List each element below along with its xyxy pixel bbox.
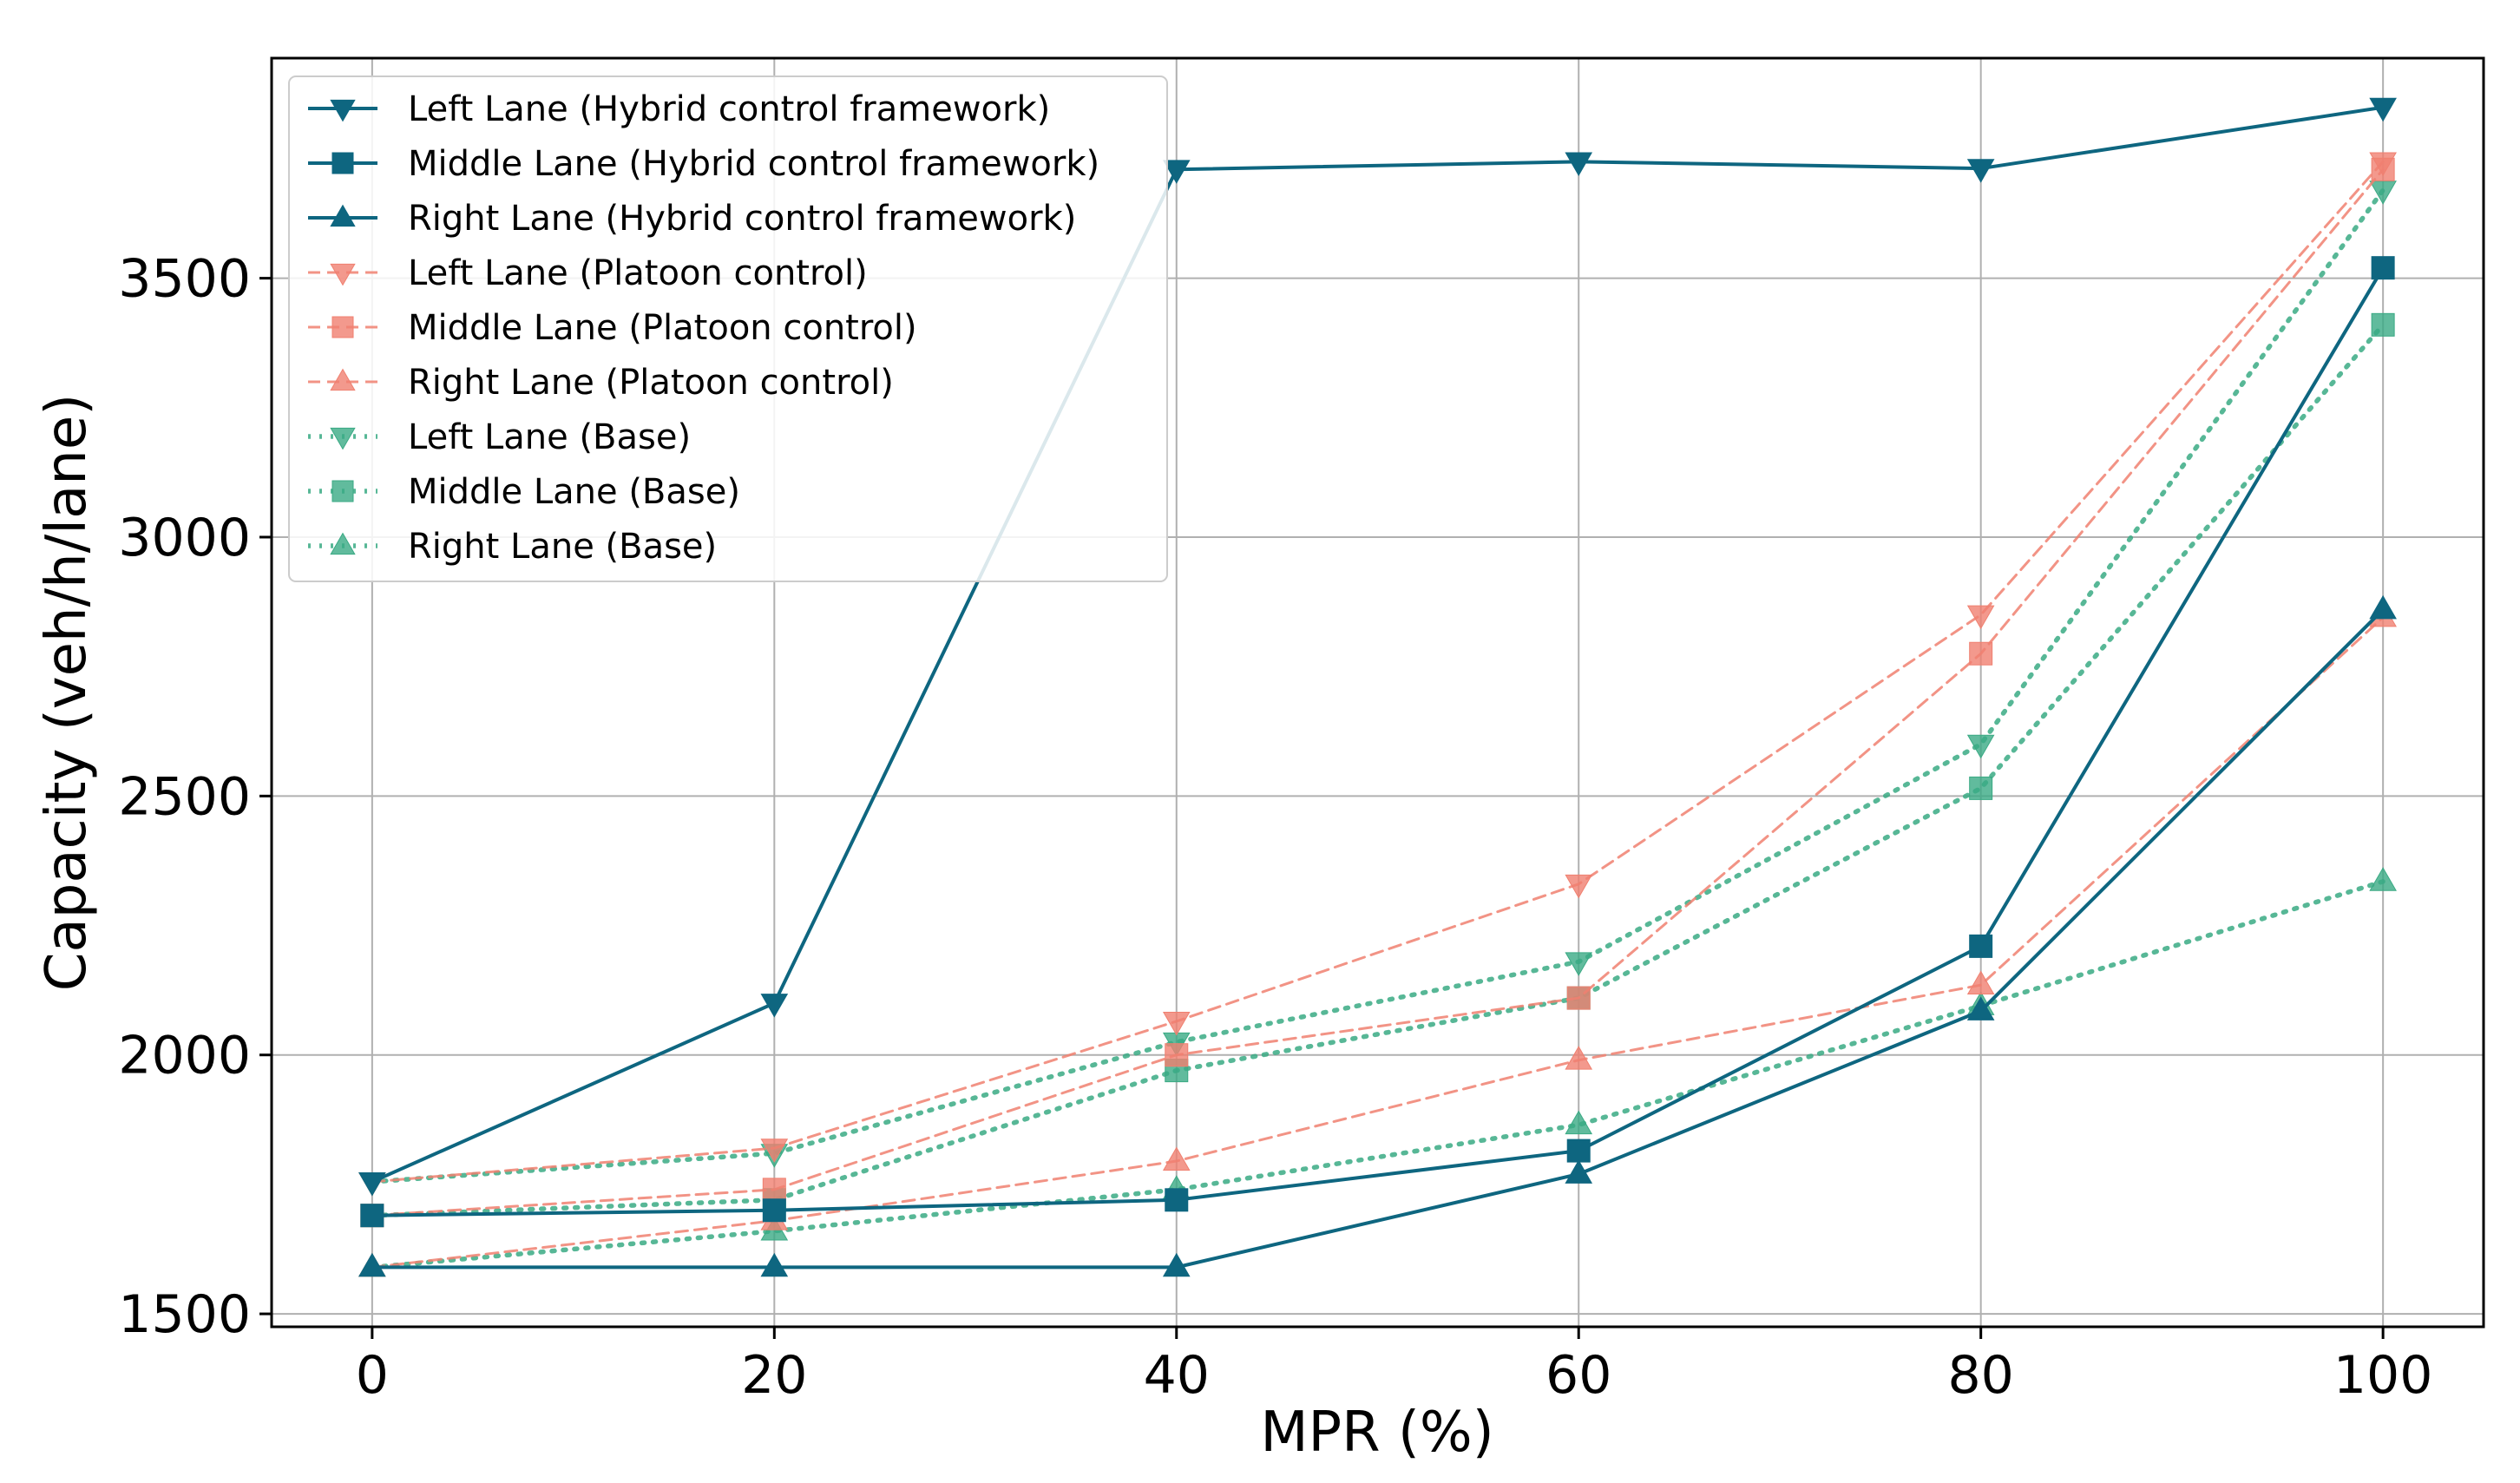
legend-marker <box>331 480 354 502</box>
data-point <box>1565 1110 1593 1135</box>
series-line <box>371 167 2385 1217</box>
data-point <box>358 1172 386 1197</box>
legend-label: Right Lane (Platoon control) <box>408 363 894 403</box>
x-tick-label: 20 <box>741 1345 807 1406</box>
legend-label: Middle Lane (Hybrid control framework) <box>408 144 1099 184</box>
series-0 <box>358 97 2397 1197</box>
data-point <box>1165 1043 1189 1067</box>
data-point <box>1966 734 1995 759</box>
data-point <box>760 1252 789 1277</box>
y-tick-label: 2500 <box>118 766 251 827</box>
y-tick-label: 1500 <box>118 1284 251 1345</box>
y-axis-label: Capacity (veh/h/lane) <box>35 394 99 991</box>
data-point <box>1566 1138 1591 1163</box>
y-tick-label: 3500 <box>118 249 251 310</box>
series-line <box>370 266 2385 1217</box>
data-point <box>2371 157 2395 181</box>
series-2 <box>358 594 2397 1277</box>
data-point <box>1966 970 1995 995</box>
x-tick-label: 100 <box>2333 1345 2433 1406</box>
legend-label: Left Lane (Hybrid control framework) <box>408 89 1050 129</box>
data-point <box>1162 160 1191 184</box>
data-point <box>1565 952 1593 976</box>
data-point <box>760 994 789 1018</box>
series-line <box>370 187 2385 1184</box>
legend-marker <box>330 427 356 450</box>
axis-ticks: 0 20 40 60 80 100 1500 2000 2500 3000 3500 <box>118 249 2432 1406</box>
legend: Left Lane (Hybrid control framework) Midd… <box>288 75 1168 582</box>
x-tick-label: 40 <box>1144 1345 1210 1406</box>
data-point <box>2369 594 2397 620</box>
data-point <box>1966 996 1995 1020</box>
legend-marker <box>330 204 356 227</box>
series-8 <box>358 867 2397 1277</box>
series-line <box>370 105 2385 1184</box>
data-point <box>1969 776 1993 800</box>
legend-marker <box>330 99 356 122</box>
legend-marker <box>331 152 354 174</box>
series-line <box>371 615 2385 1269</box>
data-point <box>358 1252 386 1277</box>
data-point <box>1966 605 1995 630</box>
series-line <box>370 879 2385 1270</box>
data-point <box>2371 256 2395 280</box>
x-tick-label: 60 <box>1545 1345 1611 1406</box>
data-point <box>1162 1146 1191 1171</box>
legend-label: Middle Lane (Platoon control) <box>408 308 917 348</box>
data-point <box>1566 986 1591 1010</box>
series-1 <box>360 256 2395 1228</box>
data-point <box>2371 312 2395 337</box>
x-axis-label: MPR (%) <box>1260 1401 1493 1465</box>
data-point <box>1162 1252 1191 1277</box>
legend-marker <box>330 532 356 555</box>
data-point <box>1565 1159 1593 1184</box>
series-line <box>370 607 2385 1270</box>
legend-label: Middle Lane (Base) <box>408 472 740 512</box>
data-point <box>1969 934 1993 958</box>
legend-label: Right Lane (Hybrid control framework) <box>408 199 1076 239</box>
data-point <box>360 1204 384 1228</box>
data-point <box>1565 152 1593 176</box>
legend-label: Right Lane (Base) <box>408 527 717 567</box>
data-point <box>2369 97 2397 122</box>
y-tick-label: 3000 <box>118 508 251 568</box>
data-point <box>1565 1046 1593 1070</box>
data-point <box>1966 159 1995 183</box>
data-point <box>762 1178 786 1202</box>
series-line <box>371 160 2385 1184</box>
legend-label: Left Lane (Base) <box>408 417 691 457</box>
data-point <box>1162 1012 1191 1036</box>
plot-frame <box>270 56 2485 1329</box>
legend-marker <box>330 263 356 286</box>
data-point <box>760 1138 789 1163</box>
legend-box <box>288 75 1168 582</box>
legend-marker <box>330 368 356 391</box>
series-line <box>370 322 2385 1218</box>
data-point <box>1969 641 1993 666</box>
legend-marker <box>331 316 354 338</box>
data-point <box>1565 874 1593 899</box>
y-tick-label: 2000 <box>118 1026 251 1086</box>
series-lines <box>358 97 2397 1277</box>
legend-label: Left Lane (Platoon control) <box>408 253 868 293</box>
data-point <box>2369 867 2397 891</box>
data-point <box>1165 1188 1189 1212</box>
data-point <box>762 1198 786 1223</box>
x-tick-label: 80 <box>1948 1345 2014 1406</box>
x-tick-label: 0 <box>356 1345 389 1406</box>
